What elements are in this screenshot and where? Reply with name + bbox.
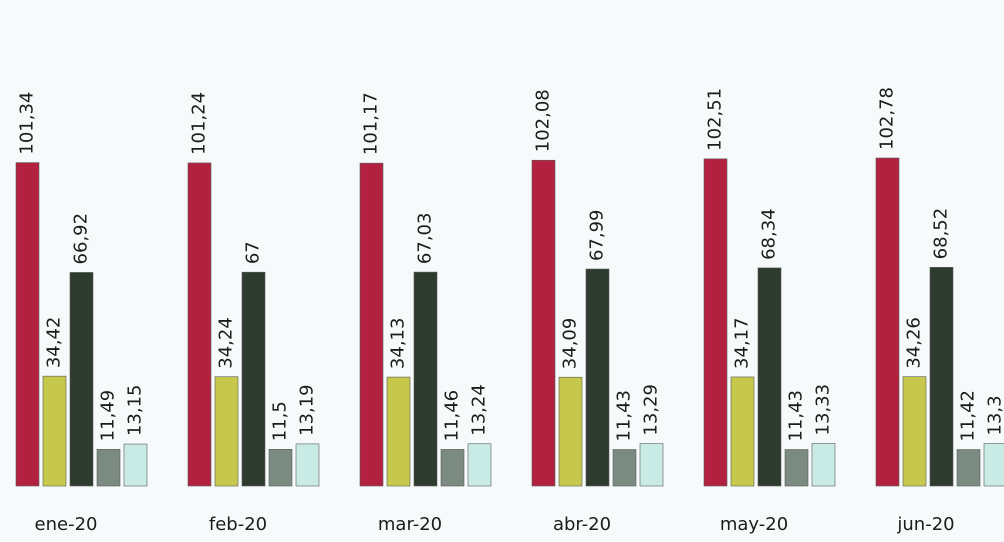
bar: [784, 449, 809, 487]
bar: [585, 268, 610, 487]
data-label: 11,42: [958, 390, 979, 442]
data-label: 101,24: [189, 92, 210, 155]
data-label: 11,5: [270, 401, 291, 441]
x-tick-label: abr-20: [553, 514, 611, 535]
data-label: 34,42: [44, 317, 65, 369]
bar: [902, 376, 927, 487]
bar: [42, 375, 67, 487]
x-tick-label: jun-20: [896, 514, 954, 535]
data-label: 102,51: [705, 88, 726, 151]
data-label: 13,19: [297, 384, 318, 436]
x-tick-label: ene-20: [35, 514, 98, 535]
bar: [440, 449, 465, 487]
bar: [703, 158, 728, 487]
data-label: 101,34: [17, 92, 38, 155]
data-label: 11,49: [98, 390, 119, 442]
data-label: 67,03: [415, 213, 436, 265]
data-label: 67,99: [587, 209, 608, 261]
data-label: 66,92: [71, 213, 92, 265]
bar: [875, 157, 900, 487]
data-label: 13,3: [985, 395, 1004, 435]
bar: [467, 443, 492, 487]
x-tick-label: feb-20: [209, 514, 267, 535]
data-label: 13,33: [813, 384, 834, 436]
data-label: 34,17: [732, 317, 753, 369]
bar: [413, 271, 438, 487]
data-label: 68,52: [931, 208, 952, 260]
bar: [558, 376, 583, 487]
data-label: 34,26: [904, 317, 925, 369]
data-label: 11,46: [442, 390, 463, 442]
data-label: 34,24: [216, 317, 237, 369]
data-label: 102,08: [533, 89, 554, 152]
bar: [15, 162, 40, 487]
x-tick-label: mar-20: [378, 514, 442, 535]
data-label: 34,09: [560, 318, 581, 370]
bar: [187, 162, 212, 487]
bar: [612, 449, 637, 487]
bar: [386, 376, 411, 487]
bar: [69, 272, 94, 487]
bar: [929, 267, 954, 487]
data-label: 67: [243, 241, 264, 264]
bar: [983, 443, 1004, 487]
bar: [730, 376, 755, 487]
data-label: 11,43: [614, 390, 635, 442]
data-label: 11,43: [786, 390, 807, 442]
data-label: 101,17: [361, 92, 382, 155]
data-label: 13,15: [125, 385, 146, 437]
bar: [268, 449, 293, 487]
x-tick-label: may-20: [720, 514, 788, 535]
bar: [639, 443, 664, 487]
bar: [96, 449, 121, 487]
bar: [811, 443, 836, 487]
data-label: 68,34: [759, 208, 780, 260]
data-label: 13,24: [469, 384, 490, 436]
bar: [123, 443, 148, 487]
bar: [956, 449, 981, 487]
bar: [241, 271, 266, 487]
bar: [359, 162, 384, 487]
bar: [295, 443, 320, 487]
data-label: 102,78: [877, 87, 898, 150]
bar: [531, 159, 556, 487]
bar: [214, 376, 239, 487]
data-label: 34,13: [388, 318, 409, 370]
bar: [757, 267, 782, 487]
data-label: 13,29: [641, 384, 662, 436]
